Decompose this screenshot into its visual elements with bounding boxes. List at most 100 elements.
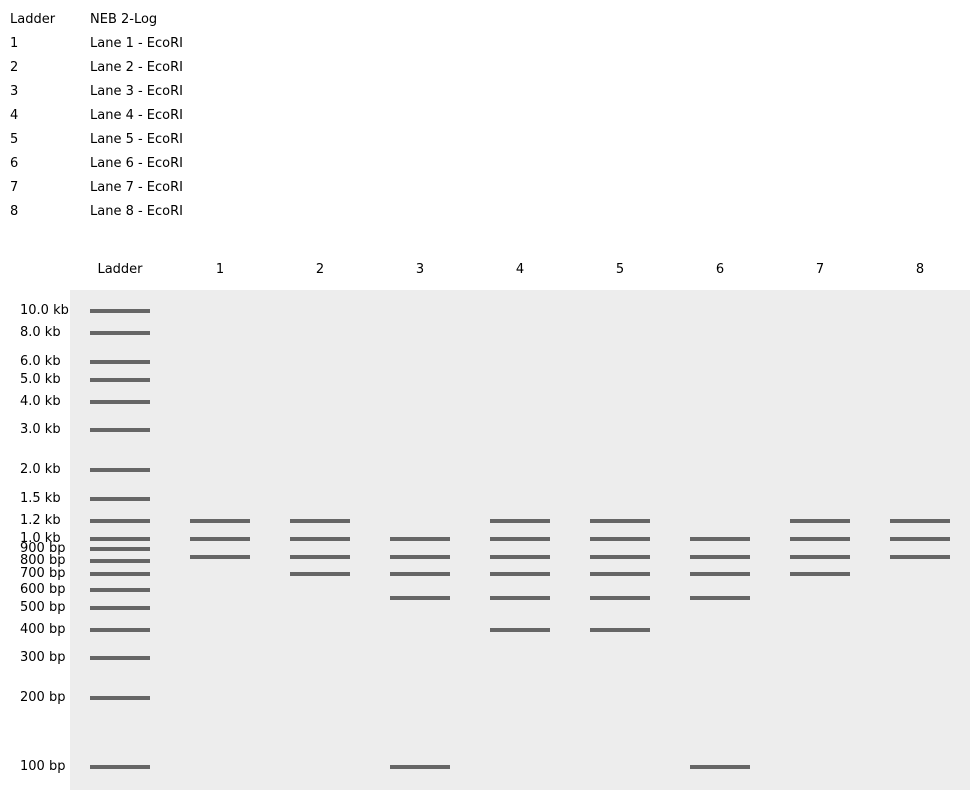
gel-band-lane-5 [590, 555, 650, 559]
size-label: 8.0 kb [20, 325, 61, 340]
size-label: 2.0 kb [20, 462, 61, 477]
gel-band-lane-7 [790, 572, 850, 576]
gel-band-lane-5 [590, 519, 650, 523]
ladder-band [90, 360, 150, 364]
size-label: 300 bp [20, 650, 66, 665]
gel-band-lane-2 [290, 537, 350, 541]
lane-header-1: 1 [215, 262, 225, 277]
size-label: 1.5 kb [20, 491, 61, 506]
ladder-band [90, 537, 150, 541]
ladder-band [90, 559, 150, 563]
gel-band-lane-6 [690, 596, 750, 600]
gel-band-lane-7 [790, 519, 850, 523]
ladder-band [90, 400, 150, 404]
ladder-band [90, 468, 150, 472]
size-label: 6.0 kb [20, 354, 61, 369]
gel-band-lane-4 [490, 519, 550, 523]
gel-band-lane-7 [790, 537, 850, 541]
ladder-band [90, 588, 150, 592]
gel-band-lane-2 [290, 555, 350, 559]
gel-band-lane-4 [490, 596, 550, 600]
ladder-band [90, 572, 150, 576]
size-label: 800 bp [20, 553, 66, 568]
legend-lane-id: 8 [10, 204, 19, 219]
ladder-band [90, 309, 150, 313]
gel-band-lane-6 [690, 572, 750, 576]
lane-header-6: 6 [715, 262, 725, 277]
legend-lane-description: Lane 1 - EcoRI [90, 36, 183, 51]
size-label: 4.0 kb [20, 394, 61, 409]
gel-band-lane-6 [690, 555, 750, 559]
size-label: 3.0 kb [20, 422, 61, 437]
gel-band-lane-3 [390, 765, 450, 769]
size-label: 10.0 kb [20, 303, 69, 318]
legend-lane-description: Lane 3 - EcoRI [90, 84, 183, 99]
legend-lane-id: 5 [10, 132, 19, 147]
gel-band-lane-4 [490, 537, 550, 541]
gel-band-lane-4 [490, 572, 550, 576]
lane-header-5: 5 [615, 262, 625, 277]
gel-band-lane-1 [190, 537, 250, 541]
legend-lane-id: 1 [10, 36, 19, 51]
lane-header-ladder: Ladder [97, 262, 143, 277]
gel-band-lane-3 [390, 572, 450, 576]
gel-band-lane-8 [890, 519, 950, 523]
ladder-band [90, 519, 150, 523]
size-label: 600 bp [20, 582, 66, 597]
gel-band-lane-5 [590, 628, 650, 632]
legend-lane-id: 3 [10, 84, 19, 99]
gel-band-lane-8 [890, 537, 950, 541]
lane-header-3: 3 [415, 262, 425, 277]
legend-lane-description: Lane 7 - EcoRI [90, 180, 183, 195]
ladder-band [90, 331, 150, 335]
gel-band-lane-7 [790, 555, 850, 559]
gel-band-lane-1 [190, 519, 250, 523]
ladder-band [90, 656, 150, 660]
ladder-band [90, 606, 150, 610]
size-label: 5.0 kb [20, 372, 61, 387]
size-label: 900 bp [20, 541, 66, 556]
gel-band-lane-1 [190, 555, 250, 559]
gel-band-lane-3 [390, 555, 450, 559]
gel-band-lane-3 [390, 537, 450, 541]
legend-lane-description: Lane 8 - EcoRI [90, 204, 183, 219]
size-label: 1.0 kb [20, 531, 61, 546]
ladder-band [90, 378, 150, 382]
gel-band-lane-8 [890, 555, 950, 559]
ladder-band [90, 547, 150, 551]
legend-lane-description: Lane 4 - EcoRI [90, 108, 183, 123]
legend-lane-id: 7 [10, 180, 19, 195]
size-label: 400 bp [20, 622, 66, 637]
ladder-band [90, 497, 150, 501]
gel-band-lane-2 [290, 519, 350, 523]
gel-band-lane-6 [690, 765, 750, 769]
lane-header-7: 7 [815, 262, 825, 277]
size-label: 100 bp [20, 759, 66, 774]
legend-lane-id: 2 [10, 60, 19, 75]
ladder-band [90, 628, 150, 632]
gel-band-lane-6 [690, 537, 750, 541]
lane-header-2: 2 [315, 262, 325, 277]
gel-band-lane-3 [390, 596, 450, 600]
legend-lane-description: Lane 5 - EcoRI [90, 132, 183, 147]
size-label: 500 bp [20, 600, 66, 615]
gel-band-lane-5 [590, 537, 650, 541]
gel-band-lane-4 [490, 555, 550, 559]
legend-lane-description: NEB 2-Log [90, 12, 158, 27]
legend-lane-id: 4 [10, 108, 19, 123]
gel-band-lane-2 [290, 572, 350, 576]
gel-band-lane-5 [590, 596, 650, 600]
size-label: 1.2 kb [20, 513, 61, 528]
ladder-band [90, 428, 150, 432]
legend-lane-description: Lane 6 - EcoRI [90, 156, 183, 171]
legend-lane-description: Lane 2 - EcoRI [90, 60, 183, 75]
lane-header-8: 8 [915, 262, 925, 277]
legend-lane-id: Ladder [10, 12, 56, 27]
ladder-band [90, 696, 150, 700]
gel-band-lane-4 [490, 628, 550, 632]
ladder-band [90, 765, 150, 769]
size-label: 200 bp [20, 690, 66, 705]
lane-header-4: 4 [515, 262, 525, 277]
legend-lane-id: 6 [10, 156, 19, 171]
